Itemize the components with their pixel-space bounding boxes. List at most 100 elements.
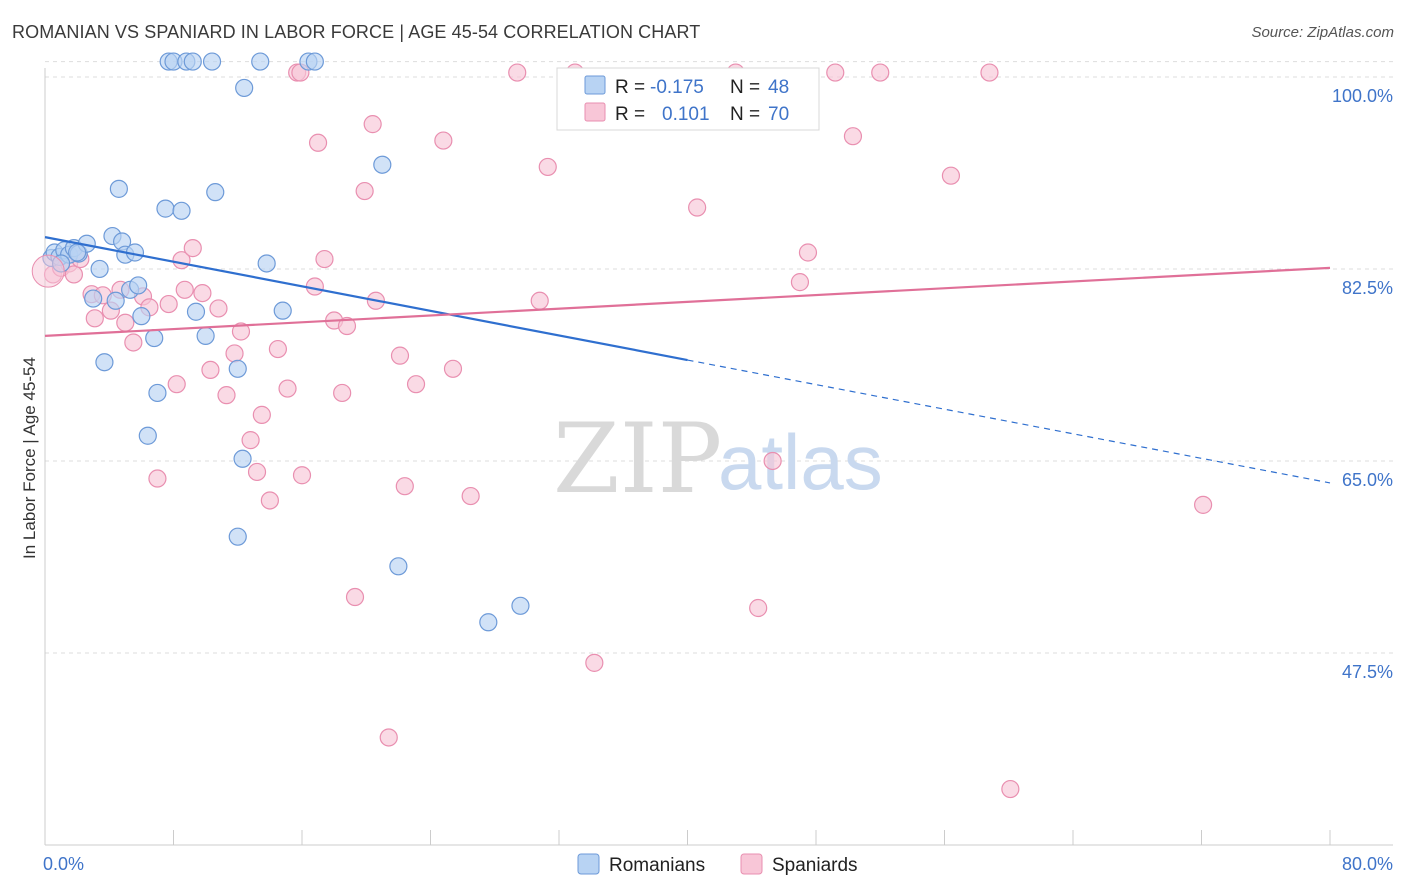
bottom-legend-label-romanians: Romanians (609, 855, 705, 876)
spaniard-point (980, 63, 999, 82)
spaniard-point (345, 587, 365, 607)
romanian-point (202, 52, 222, 71)
spaniard-point (749, 598, 768, 618)
legend-r-label: R = (615, 77, 645, 98)
spaniards-trend-line (44, 266, 1331, 337)
y-tick-label: 100.0% (1332, 86, 1393, 106)
romanian-point (68, 243, 87, 262)
spaniard-point (390, 346, 410, 365)
watermark-atlas: atlas (718, 418, 883, 506)
romanian-point (251, 52, 270, 71)
legend-n-label: N = (730, 104, 760, 125)
romanian-point (106, 291, 125, 310)
spaniard-point (434, 131, 453, 150)
legend-r-label: R = (615, 104, 645, 125)
romanian-point (172, 201, 191, 220)
legend-swatch-spaniards (584, 102, 606, 122)
spaniard-point (508, 63, 527, 82)
bottom-legend-label-spaniards: Spaniards (772, 855, 858, 876)
spaniard-point (798, 243, 818, 262)
romanian-point (305, 52, 324, 71)
spaniard-point (209, 299, 228, 318)
spaniard-point (167, 375, 186, 394)
spaniard-point (183, 239, 202, 258)
spaniard-point (148, 469, 167, 488)
legend-n-value: 48 (768, 77, 789, 98)
spaniard-point (538, 157, 557, 177)
spaniard-point (585, 653, 604, 672)
spaniard-point (217, 386, 236, 405)
romanian-point (148, 383, 167, 403)
y-tick-label: 65.0% (1342, 470, 1393, 490)
spaniard-point (225, 344, 244, 363)
legend-swatch-romanians (584, 75, 606, 95)
y-tick-label: 82.5% (1342, 278, 1393, 298)
spaniard-point (461, 486, 480, 506)
romanian-point (479, 613, 498, 632)
watermark: ZIP atlas (553, 403, 883, 515)
romanian-point (389, 557, 408, 576)
spaniard-point (395, 477, 414, 496)
spaniard-point (355, 181, 374, 201)
spaniard-point (941, 166, 961, 185)
spaniard-point (1001, 779, 1020, 799)
spaniard-point (790, 273, 810, 292)
spaniard-point (826, 63, 845, 82)
romanian-point (129, 276, 148, 295)
spaniard-point (337, 316, 357, 336)
y-tick-label: 47.5% (1342, 662, 1393, 682)
spaniard-point (124, 333, 143, 352)
y-tick-labels: 100.0% 82.5% 65.0% 47.5% (1332, 86, 1393, 682)
axes (44, 68, 1393, 846)
spaniard-point (308, 133, 328, 152)
y-axis-label: In Labor Force | Age 45-54 (20, 357, 39, 559)
romanian-point (90, 259, 109, 279)
romanian-point (233, 449, 252, 468)
x-tick-label: 80.0% (1342, 854, 1393, 874)
spaniard-point (379, 728, 398, 747)
romanians-trend-line (44, 236, 688, 362)
romanian-point (132, 307, 151, 326)
spaniard-point (871, 63, 890, 82)
spaniard-point (1194, 495, 1213, 514)
chart-title: ROMANIAN VS SPANIARD IN LABOR FORCE | AG… (12, 22, 701, 42)
romanian-point (235, 78, 254, 98)
spaniard-point (333, 383, 352, 403)
spaniard-point (116, 313, 135, 332)
spaniard-point (688, 198, 707, 217)
romanian-point (228, 359, 247, 378)
romanian-point (138, 426, 157, 445)
x-tick-labels: 0.0% 80.0% (43, 854, 1393, 874)
bottom-legend-swatch-spaniards (740, 853, 763, 875)
spaniard-point (241, 431, 260, 450)
romanian-point (84, 289, 103, 308)
data-points (31, 52, 1213, 799)
legend-box: R = -0.175 N = 48 R = 0.101 N = 70 (556, 67, 820, 131)
spaniard-point (363, 115, 382, 134)
chart-source: Source: ZipAtlas.com (1251, 24, 1394, 41)
spaniard-point (85, 309, 104, 328)
romanian-point (95, 353, 114, 372)
legend-r-value: 0.101 (662, 104, 710, 125)
grid-lines (45, 61, 1393, 654)
spaniard-point (159, 294, 178, 314)
romanian-point (273, 301, 292, 320)
romanian-point (109, 179, 128, 198)
spaniard-point (406, 375, 426, 394)
romanian-point (156, 199, 175, 218)
legend-n-value: 70 (768, 104, 789, 125)
spaniard-point (292, 466, 312, 485)
spaniard-point (231, 322, 251, 341)
spaniard-point (252, 405, 271, 424)
spaniard-point (843, 127, 863, 146)
romanian-point (145, 328, 164, 348)
romanian-point (511, 596, 530, 615)
romanian-point (373, 155, 392, 174)
spaniard-point (315, 249, 334, 269)
spaniard-point (31, 254, 65, 288)
romanian-point (206, 183, 225, 202)
trend-lines (44, 236, 1331, 484)
spaniard-point (268, 339, 288, 359)
spaniard-point (278, 379, 297, 398)
